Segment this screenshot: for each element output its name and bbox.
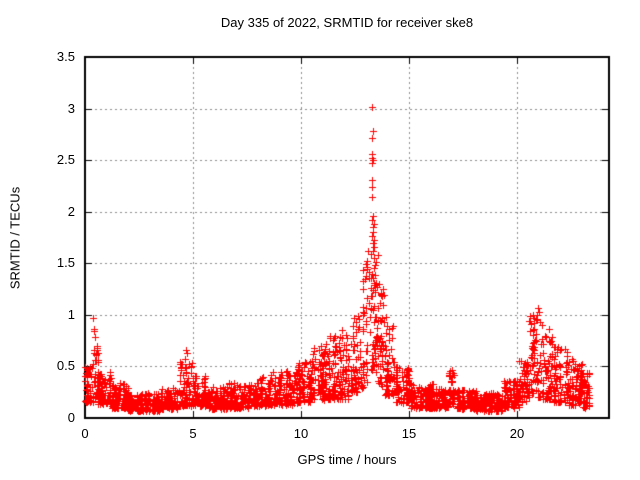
x-tick-label: 5 bbox=[189, 426, 197, 441]
chart-title: Day 335 of 2022, SRMTID for receiver ske… bbox=[220, 15, 474, 30]
x-axis-label: GPS time / hours bbox=[297, 452, 397, 467]
y-tick-label: 3.5 bbox=[56, 49, 75, 64]
x-tick-label: 0 bbox=[81, 426, 89, 441]
y-tick-label: 0.5 bbox=[56, 358, 75, 374]
y-tick-label: 1 bbox=[67, 306, 75, 322]
x-tick-label: 15 bbox=[401, 426, 417, 441]
y-tick-label: 3 bbox=[67, 100, 75, 116]
x-tick-label: 20 bbox=[509, 426, 525, 441]
y-tick-label: 2 bbox=[67, 203, 75, 219]
y-tick-label: 0 bbox=[67, 410, 75, 425]
y-axis-label: SRMTID / TECUs bbox=[7, 186, 23, 290]
x-tick-label: 10 bbox=[293, 426, 309, 441]
y-tick-label: 1.5 bbox=[56, 255, 75, 271]
y-tick-label: 2.5 bbox=[56, 152, 75, 168]
